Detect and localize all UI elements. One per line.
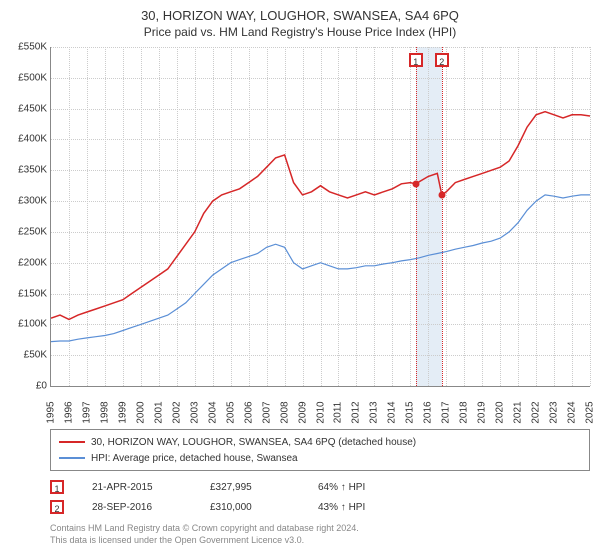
copyright-line-2: This data is licensed under the Open Gov… (50, 535, 590, 547)
x-axis-label: 2011 (333, 402, 344, 424)
y-axis-label: £0 (3, 381, 47, 392)
x-axis-label: 2001 (153, 401, 164, 423)
y-axis-label: £250K (3, 226, 47, 237)
x-axis-label: 2010 (315, 401, 326, 423)
y-axis-label: £100K (3, 319, 47, 330)
x-axis-label: 2022 (531, 401, 542, 423)
x-axis-label: 2014 (387, 401, 398, 423)
gridline-v (590, 47, 591, 386)
chart-title: 30, HORIZON WAY, LOUGHOR, SWANSEA, SA4 6… (0, 8, 600, 23)
event-date: 21-APR-2015 (92, 482, 182, 493)
x-axis-label: 1996 (63, 401, 74, 423)
legend-box: 30, HORIZON WAY, LOUGHOR, SWANSEA, SA4 6… (50, 429, 590, 471)
series-hpi (51, 195, 590, 342)
y-axis-label: £450K (3, 103, 47, 114)
x-axis-label: 2003 (189, 401, 200, 423)
legend-item: 30, HORIZON WAY, LOUGHOR, SWANSEA, SA4 6… (59, 434, 581, 450)
event-price: £310,000 (210, 502, 290, 513)
series-svg (51, 47, 590, 386)
x-axis-label: 1998 (99, 401, 110, 423)
y-axis-label: £400K (3, 134, 47, 145)
x-axis-label: 2019 (477, 401, 488, 423)
legend-label: HPI: Average price, detached house, Swan… (91, 453, 298, 464)
x-axis-label: 2009 (297, 401, 308, 423)
x-axis-label: 2015 (405, 401, 416, 423)
x-axis-label: 2008 (279, 401, 290, 423)
x-axis-label: 2006 (243, 401, 254, 423)
copyright-text: Contains HM Land Registry data © Crown c… (50, 523, 590, 546)
y-axis-label: £300K (3, 196, 47, 207)
x-axis-label: 2005 (225, 401, 236, 423)
y-axis-label: £350K (3, 165, 47, 176)
x-axis-label: 2017 (441, 401, 452, 423)
y-axis-label: £550K (3, 42, 47, 53)
x-axis-label: 2023 (549, 401, 560, 423)
y-axis-label: £500K (3, 72, 47, 83)
x-axis-label: 2012 (351, 401, 362, 423)
x-axis-label: 2024 (567, 401, 578, 423)
chart-subtitle: Price paid vs. HM Land Registry's House … (0, 25, 600, 39)
legend-swatch (59, 457, 85, 459)
copyright-line-1: Contains HM Land Registry data © Crown c… (50, 523, 590, 535)
y-axis-label: £200K (3, 257, 47, 268)
event-price: £327,995 (210, 482, 290, 493)
x-axis-label: 2021 (513, 401, 524, 423)
x-axis-label: 2018 (459, 401, 470, 423)
events-table: 1 21-APR-2015 £327,995 64% ↑ HPI 2 28-SEP-201… (50, 477, 590, 517)
x-axis-label: 1997 (81, 401, 92, 423)
event-date: 28-SEP-2016 (92, 502, 182, 513)
event-pct: 64% ↑ HPI (318, 482, 365, 493)
x-axis-label: 2000 (135, 401, 146, 423)
events-row: 2 28-SEP-2016 £310,000 43% ↑ HPI (50, 497, 590, 517)
x-axis-label: 1999 (117, 401, 128, 423)
event-num-box: 2 (50, 500, 64, 514)
event-pct: 43% ↑ HPI (318, 502, 365, 513)
x-axis-label: 2004 (207, 401, 218, 423)
series-price_paid (51, 112, 590, 320)
legend-item: HPI: Average price, detached house, Swan… (59, 450, 581, 466)
y-axis-label: £50K (3, 350, 47, 361)
y-axis-label: £150K (3, 288, 47, 299)
event-num-box: 1 (50, 480, 64, 494)
events-row: 1 21-APR-2015 £327,995 64% ↑ HPI (50, 477, 590, 497)
legend-label: 30, HORIZON WAY, LOUGHOR, SWANSEA, SA4 6… (91, 437, 416, 448)
x-axis-label: 2016 (423, 401, 434, 423)
x-axis-label: 2002 (171, 401, 182, 423)
x-axis-label: 2007 (261, 401, 272, 423)
x-axis-label: 1995 (46, 401, 57, 423)
x-axis-label: 2013 (369, 401, 380, 423)
chart-plot-area: £0£50K£100K£150K£200K£250K£300K£350K£400… (50, 47, 590, 387)
x-axis-label: 2020 (495, 401, 506, 423)
legend-swatch (59, 441, 85, 443)
x-axis-label: 2025 (585, 401, 596, 423)
